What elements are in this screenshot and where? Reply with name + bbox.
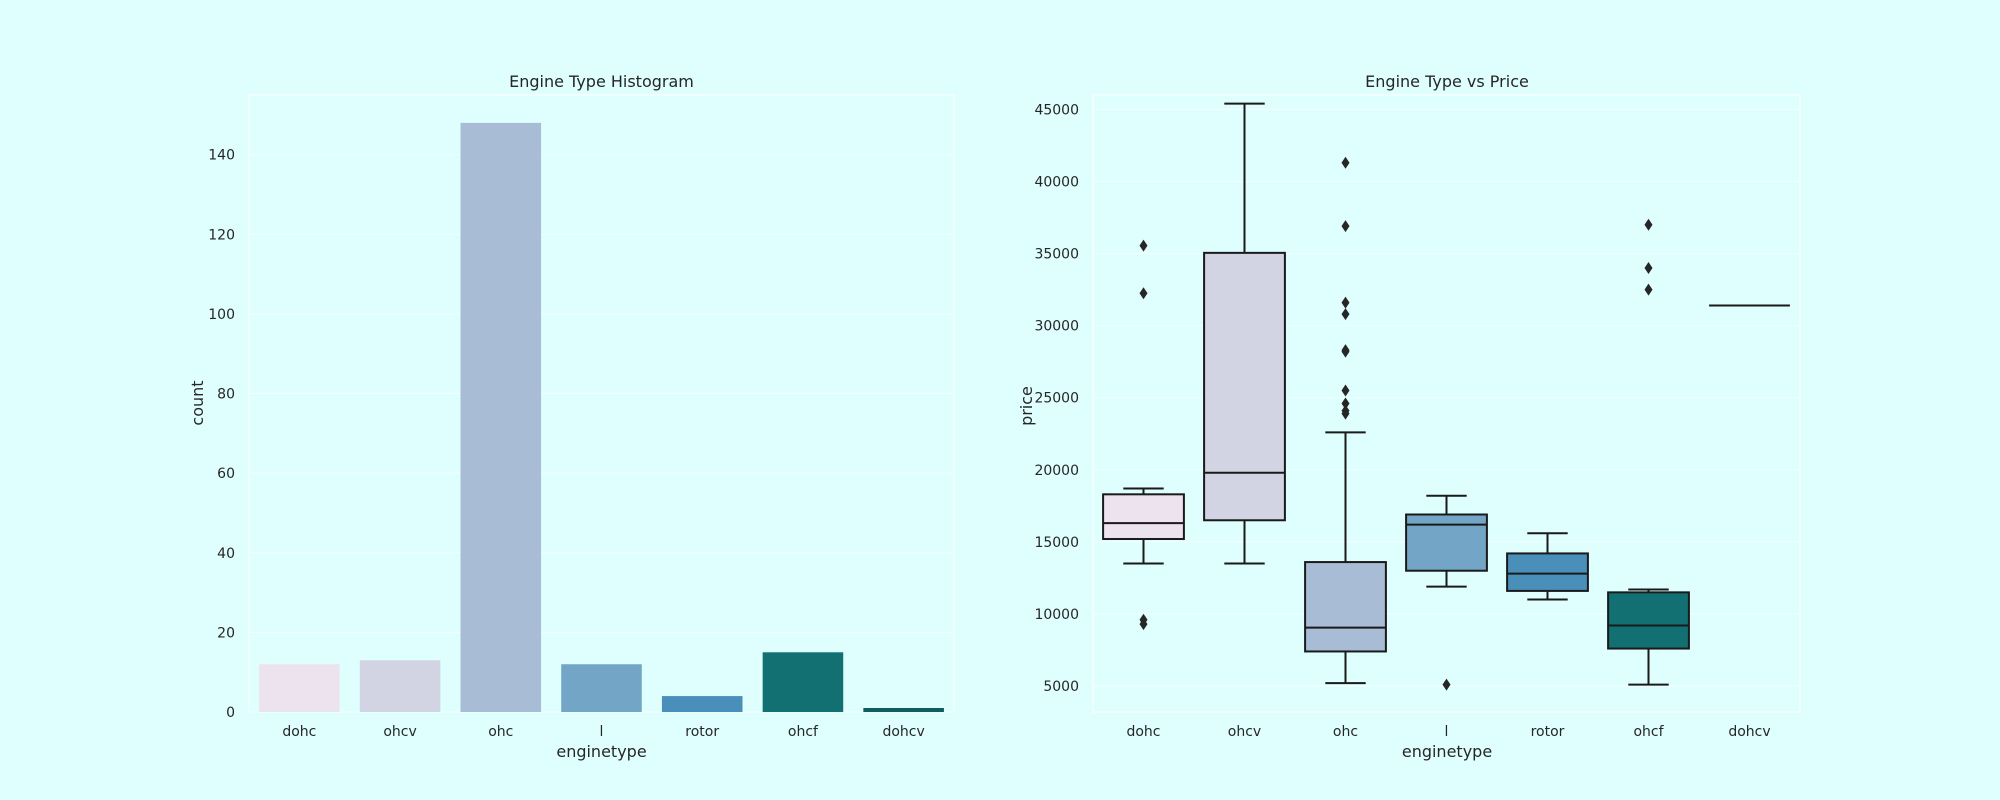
boxplot-y-tick-label: 15000 [1034,535,1079,551]
histogram-chart: 0 20 40 60 80 100 120 140 dohc ohcv ohc l rotor ohcf… [188,72,955,761]
boxplot-outlier [1644,283,1653,296]
histogram-y-tick-label: 80 [217,387,235,403]
boxplot-x-tick-label: ohcv [1228,724,1261,740]
boxplot-box [1607,591,1690,650]
boxplot-box [1405,513,1488,572]
histogram-y-tick-label: 100 [208,307,235,323]
boxplot-outlier [1442,678,1451,691]
boxplot-y-tick-label: 10000 [1034,607,1079,623]
histogram-x-tick-label: ohc [488,724,513,740]
boxplot-box [1102,493,1185,541]
histogram-plot-area [248,94,955,713]
boxplot-x-tick-label: ohc [1333,724,1358,740]
histogram-x-tick-label: rotor [685,724,719,740]
histogram-y-axis-label: count [188,380,207,425]
histogram-gridlines [249,154,954,713]
boxplot-y-tick-label: 45000 [1034,102,1079,118]
histogram-bar [460,122,542,713]
histogram-bars [259,122,944,713]
boxplot-box [1304,561,1387,653]
boxplot-x-tick-label: l [1445,724,1449,740]
histogram-y-tick-label: 0 [226,705,235,721]
boxplot-y-ticks: 5000 10000 15000 20000 25000 30000 35000 40000 4… [1034,102,1079,695]
histogram-x-tick-label: dohcv [882,724,924,740]
histogram-x-tick-label: l [600,724,604,740]
histogram-y-tick-label: 40 [217,546,235,562]
histogram-bar [359,660,441,712]
boxplot-y-tick-label: 25000 [1034,391,1079,407]
boxplot-outlier [1139,618,1148,631]
boxplot-outlier [1341,384,1350,397]
histogram-x-tick-label: ohcv [383,724,416,740]
histogram-y-ticks: 0 20 40 60 80 100 120 140 [208,148,235,721]
boxplot-outlier [1341,308,1350,321]
boxplot-outlier [1341,345,1350,358]
boxplot-outlier [1644,261,1653,274]
boxplot-outlier [1341,296,1350,309]
histogram-bar [863,708,944,712]
histogram-x-ticks: dohc ohcv ohc l rotor ohcf dohcv [282,724,924,740]
histogram-bar [561,664,642,712]
boxplot-title: Engine Type vs Price [1365,72,1529,91]
boxplot-outlier [1139,239,1148,252]
boxplot-y-tick-label: 35000 [1034,247,1079,263]
histogram-x-tick-label: dohc [282,724,316,740]
histogram-x-axis-label: enginetype [556,742,646,761]
histogram-bar [661,696,743,712]
histogram-x-tick-label: ohcf [788,724,819,740]
histogram-y-tick-label: 60 [217,466,235,482]
boxplot-outlier [1341,397,1350,410]
boxplot-y-tick-label: 5000 [1043,679,1079,695]
histogram-y-tick-label: 20 [217,625,235,641]
boxplot-box [1506,552,1589,592]
boxplot-boxes [1102,102,1790,691]
boxplot-x-tick-label: rotor [1531,724,1565,740]
histogram-y-tick-label: 120 [208,227,235,243]
histogram-bar [762,652,844,712]
boxplot-outlier [1139,287,1148,300]
boxplot-outlier [1341,407,1350,420]
boxplot-box [1203,251,1286,522]
boxplot-y-tick-label: 40000 [1034,174,1079,190]
boxplot-y-tick-label: 30000 [1034,319,1079,335]
boxplot-x-axis-label: enginetype [1402,742,1492,761]
boxplot-x-ticks: dohc ohcv ohc l rotor ohcf dohcv [1126,724,1770,740]
boxplot-x-tick-label: ohcf [1633,724,1664,740]
boxplot-y-axis-label: price [1017,386,1036,426]
histogram-title: Engine Type Histogram [509,72,694,91]
boxplot-outlier [1644,218,1653,231]
boxplot-x-tick-label: dohc [1126,724,1160,740]
histogram-bar [259,664,340,712]
boxplot-x-tick-label: dohcv [1728,724,1770,740]
boxplot-chart: 5000 10000 15000 20000 25000 30000 35000 40000 4… [1017,72,1801,761]
boxplot-plot-area [1092,94,1801,713]
boxplot-outlier [1341,156,1350,169]
boxplot-y-tick-label: 20000 [1034,463,1079,479]
boxplot-outlier [1341,220,1350,233]
histogram-y-tick-label: 140 [208,148,235,164]
